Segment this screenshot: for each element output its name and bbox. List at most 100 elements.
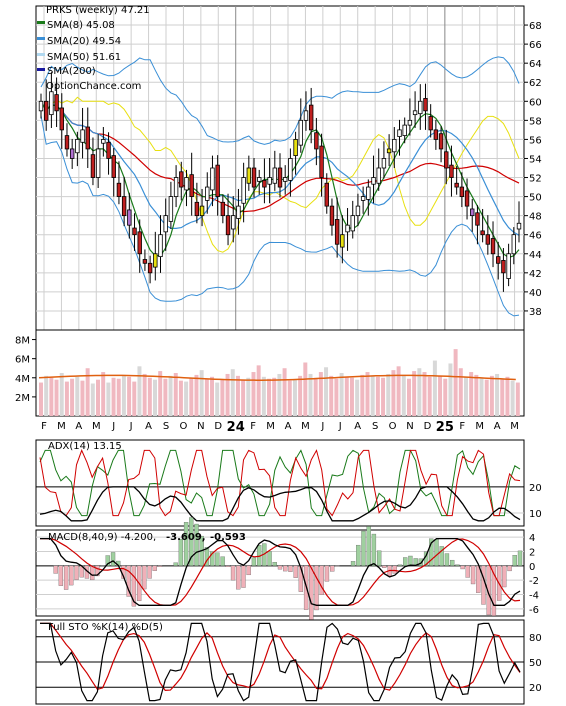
volume-bar [80, 380, 85, 416]
volume-bar [215, 382, 220, 416]
macd-histogram-bar [371, 533, 377, 566]
legend-sma8: SMA(8) 45.08 [47, 20, 115, 31]
price-tick-label: 48 [529, 212, 542, 223]
volume-tick-label: 2M [15, 393, 30, 404]
sto-tick-label: 20 [529, 683, 542, 694]
month-label: D [424, 421, 432, 432]
candle-body [215, 164, 220, 197]
macd-histogram-bar [491, 565, 497, 617]
volume-bar [479, 377, 484, 416]
volume-bar [85, 368, 90, 416]
macd-histogram-bar [147, 565, 152, 579]
macd-panel: 4 2 0 -2 -4 -6 [35, 517, 539, 624]
candle-body [225, 215, 231, 236]
month-label: A [75, 421, 82, 432]
adx-title: ADX(14) 13.15 [48, 441, 122, 452]
macd-histogram-bar [403, 557, 408, 566]
macd-histogram-bar [236, 565, 241, 590]
candle-body [80, 129, 85, 143]
candle-body [69, 148, 75, 159]
candle-body [490, 238, 496, 255]
macd-histogram-bar [397, 564, 403, 566]
macd-tick-label: -2 [529, 576, 539, 587]
volume-bar [54, 379, 59, 416]
macd-histogram-bar [131, 565, 137, 607]
adx-plus-di-line [39, 449, 521, 517]
macd-histogram-bar [204, 547, 210, 566]
volume-bar [96, 379, 100, 416]
volume-bar [282, 368, 287, 416]
macd-histogram-bar [288, 565, 293, 572]
bollinger-upper [40, 56, 520, 145]
macd-histogram-bar [220, 556, 225, 566]
macd-histogram-bar [361, 530, 366, 566]
bollinger-lower [40, 115, 520, 317]
candle-body [308, 104, 314, 131]
price-tick-label: 58 [529, 116, 542, 127]
macd-histogram-bar [366, 526, 371, 566]
macd-signal-value: -3.609, [166, 532, 206, 543]
candle-body [449, 164, 454, 178]
volume-bar [101, 372, 106, 416]
volume-bar [256, 365, 261, 416]
volume-bar [349, 377, 354, 416]
macd-title: MACD(8,40,9) -4.200, [48, 532, 156, 543]
sto-tick-label: 80 [529, 633, 542, 644]
macd-histogram-bar [126, 565, 131, 597]
volume-bar [313, 377, 318, 416]
macd-tick-label: -4 [529, 591, 539, 602]
macd-histogram-bar [319, 565, 324, 595]
candle-body [137, 231, 142, 255]
sma-long-line [40, 101, 520, 213]
price-tick-label: 52 [529, 174, 542, 185]
candle-body [386, 148, 392, 154]
macd-histogram-bar [481, 565, 486, 605]
volume-bar [303, 362, 308, 416]
macd-histogram-bar [330, 565, 335, 572]
volume-bar [401, 374, 406, 416]
macd-histogram-bar [69, 565, 74, 586]
volume-bar [132, 381, 137, 416]
candle-body [64, 135, 70, 150]
candle-body [267, 177, 272, 185]
macd-histogram-bar [267, 551, 272, 566]
volume-bar [64, 381, 69, 416]
volume-bar [267, 378, 272, 416]
candle-body [511, 234, 517, 255]
price-tick-label: 66 [529, 40, 542, 51]
month-label: D [214, 421, 222, 432]
candle-body [345, 224, 350, 233]
sto-d-line [40, 622, 521, 692]
volume-bar [355, 379, 360, 416]
macd-histogram-bar [178, 538, 184, 566]
candle-body [194, 201, 200, 217]
adx-tick-label: 10 [529, 509, 542, 520]
macd-histogram-bar [157, 565, 163, 567]
volume-bar [59, 373, 64, 416]
volume-bar [339, 373, 344, 416]
volume-bar [287, 380, 292, 416]
month-label: S [372, 421, 378, 432]
volume-bar [241, 379, 246, 416]
candle-body [179, 171, 184, 188]
sto-panel: 80 50 20 [35, 619, 542, 705]
volume-bar [75, 376, 80, 416]
legend-swatch-sma8 [37, 21, 45, 24]
volume-bar [463, 376, 468, 416]
candle-body [220, 201, 226, 217]
legend-sma50: SMA(50) 51.61 [47, 52, 121, 63]
candle-body [205, 186, 210, 201]
candle-body [397, 129, 402, 137]
price-tick-label: 42 [529, 269, 542, 280]
volume-bar [199, 370, 204, 416]
macd-histogram-bar [450, 559, 455, 566]
volume-bar [329, 375, 334, 416]
macd-histogram-bar [105, 555, 110, 566]
month-label: J [320, 421, 324, 432]
volume-bar [220, 379, 225, 416]
candle-body [282, 177, 288, 182]
macd-histogram-bar [502, 565, 507, 588]
volume-bar [127, 376, 132, 416]
volume-bar [90, 383, 95, 416]
volume-bar [308, 373, 313, 416]
